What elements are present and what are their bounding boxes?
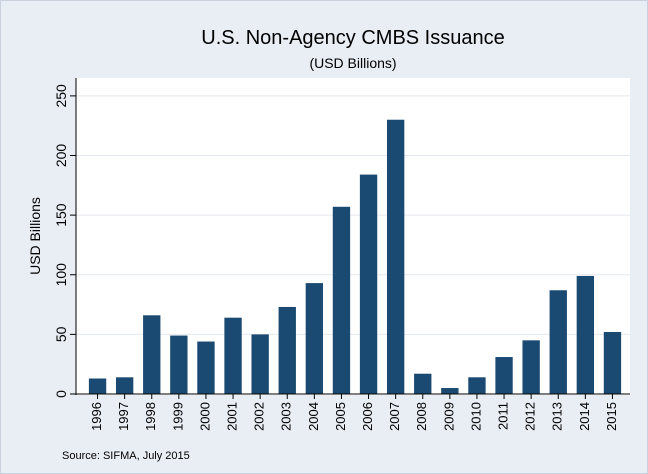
y-tick-label: 50 — [53, 326, 69, 342]
bar — [549, 290, 567, 394]
bar — [115, 377, 134, 394]
bar — [305, 283, 324, 394]
bar — [386, 119, 405, 395]
x-tick-label: 2008 — [414, 402, 429, 431]
x-tick-label: 2014 — [577, 402, 592, 431]
y-tick-label: 100 — [53, 263, 69, 287]
y-tick-label: 200 — [53, 144, 69, 168]
x-tick-label: 1998 — [143, 402, 158, 431]
x-tick-label: 2015 — [604, 402, 619, 431]
bar — [414, 373, 432, 394]
chart-title: U.S. Non-Agency CMBS Issuance — [201, 27, 504, 49]
y-tick-label: 150 — [53, 203, 69, 227]
x-tick-label: 2010 — [468, 402, 483, 431]
x-tick-label: 2003 — [279, 402, 294, 431]
bar — [603, 331, 622, 394]
bar — [224, 317, 242, 394]
x-tick-label: 2009 — [441, 402, 456, 431]
bar — [468, 377, 486, 394]
x-tick-label: 1997 — [116, 402, 131, 431]
bar — [278, 306, 296, 394]
x-tick-label: 2011 — [495, 402, 510, 430]
chart-subtitle: (USD Billions) — [309, 55, 396, 71]
source-note: Source: SIFMA, July 2015 — [62, 450, 190, 462]
bar — [522, 340, 540, 394]
bar — [251, 334, 269, 394]
x-tick-label: 2012 — [523, 402, 538, 431]
x-tick-label: 1999 — [170, 402, 185, 431]
x-tick-label: 2001 — [224, 402, 239, 431]
bar — [576, 275, 595, 394]
bar — [197, 341, 215, 394]
x-tick-label: 1996 — [89, 402, 104, 431]
bar — [88, 378, 107, 394]
bar — [495, 357, 513, 394]
bar — [441, 388, 459, 394]
y-tick-label: 0 — [53, 390, 69, 398]
x-tick-label: 2000 — [197, 402, 212, 431]
bar — [359, 174, 378, 394]
x-tick-label: 2007 — [387, 402, 402, 431]
x-tick-label: 2013 — [550, 402, 565, 431]
x-tick-label: 2002 — [252, 402, 267, 431]
x-tick-label: 2006 — [360, 402, 375, 431]
bar — [143, 315, 161, 394]
bar — [170, 335, 188, 394]
y-tick-label: 250 — [53, 84, 69, 108]
y-axis-label: USD Billions — [27, 197, 43, 275]
x-tick-label: 2005 — [333, 402, 348, 431]
x-tick-label: 2004 — [306, 402, 321, 431]
bar — [332, 206, 351, 394]
